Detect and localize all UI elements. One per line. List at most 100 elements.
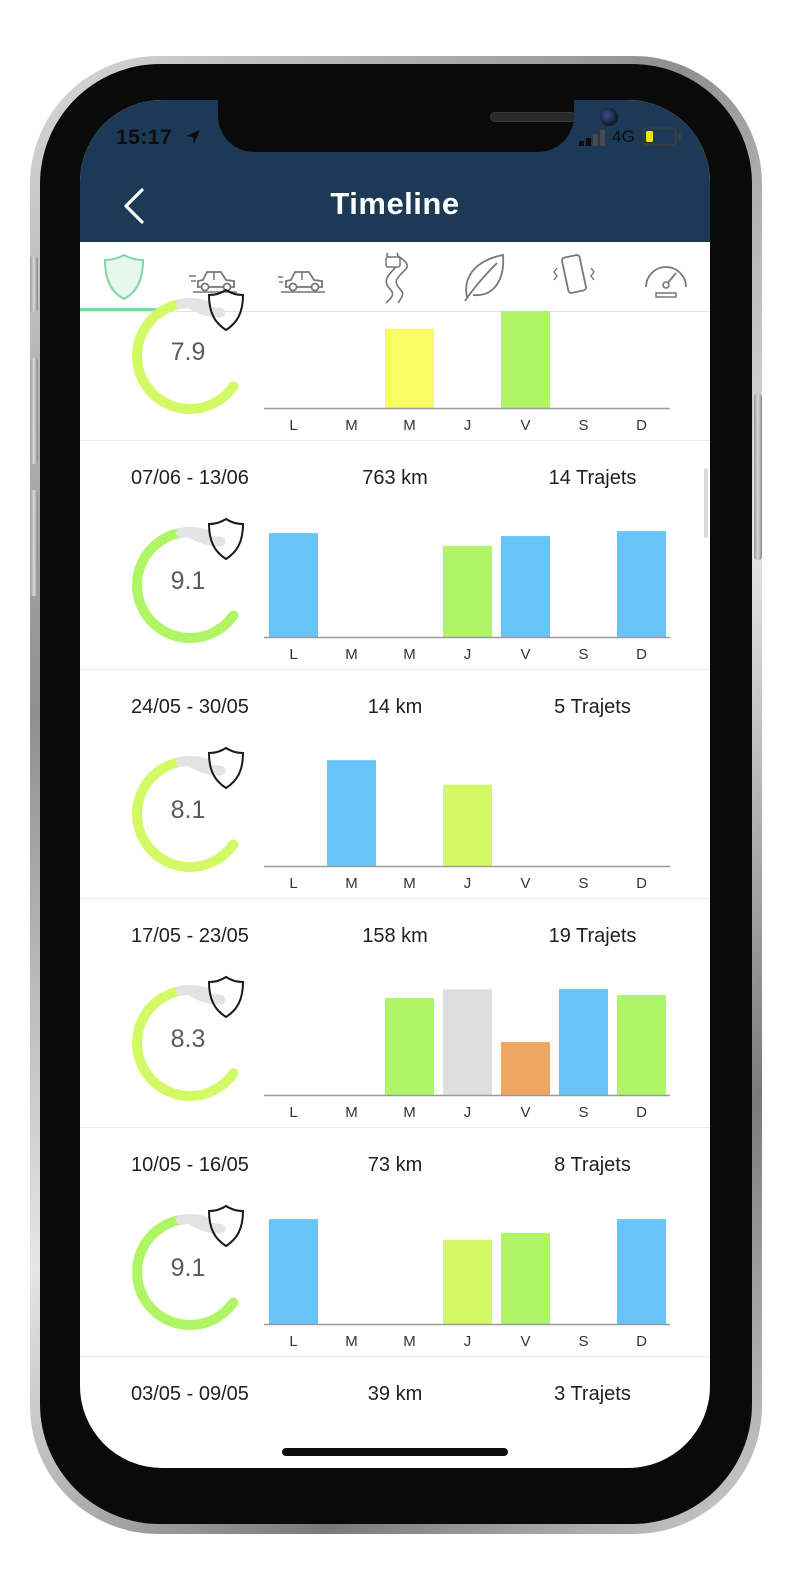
back-chevron-icon[interactable] xyxy=(120,186,150,226)
day-label: S xyxy=(578,1104,588,1121)
week-row[interactable]: 24/05 - 30/05 14 km 5 Trajets 8.1 L M M J V S D xyxy=(80,670,710,899)
scroll-indicator xyxy=(704,468,708,538)
day-bar[interactable] xyxy=(443,784,492,866)
day-bar[interactable] xyxy=(443,545,492,637)
day-label: M xyxy=(345,1333,358,1350)
week-row[interactable]: 03/05 - 09/05 39 km 3 Trajets xyxy=(80,1357,710,1468)
week-row[interactable]: 07/06 - 13/06 763 km 14 Trajets 9.1 L M M J V S D xyxy=(80,441,710,670)
volume-up-button xyxy=(30,358,38,464)
tab-distraction[interactable] xyxy=(530,242,618,312)
week-distance: 39 km xyxy=(367,1383,423,1405)
gauge-progress xyxy=(132,298,239,414)
leaf-icon xyxy=(464,253,505,302)
day-bar[interactable] xyxy=(501,1042,550,1095)
week-trip-count: 14 Trajets xyxy=(548,467,637,489)
week-trip-count: 3 Trajets xyxy=(554,1383,631,1405)
week-score: 8.3 xyxy=(170,1025,206,1053)
day-label: J xyxy=(464,646,472,663)
week-date-range: 03/05 - 09/05 xyxy=(131,1383,249,1405)
score-gauge xyxy=(132,1214,239,1330)
day-label: S xyxy=(578,646,588,663)
power-button xyxy=(754,394,762,560)
day-bar[interactable] xyxy=(327,760,376,866)
gauge-progress xyxy=(132,527,239,643)
week-trip-count: 19 Trajets xyxy=(548,925,637,947)
week-date-range: 10/05 - 16/05 xyxy=(131,1154,249,1176)
week-row[interactable]: 7.9 L M M J V S D xyxy=(80,212,710,441)
volume-down-button xyxy=(30,490,38,596)
day-label: L xyxy=(289,417,297,434)
week-summary: 03/05 - 09/05 39 km 3 Trajets xyxy=(80,1383,710,1409)
shield-icon xyxy=(207,1204,245,1248)
week-date-range: 17/05 - 23/05 xyxy=(131,925,249,947)
week-date-range: 24/05 - 30/05 xyxy=(131,696,249,718)
week-row[interactable]: 10/05 - 16/05 73 km 8 Trajets 9.1 L M M J V S D xyxy=(80,1128,710,1357)
day-bar[interactable] xyxy=(385,997,434,1095)
home-indicator[interactable] xyxy=(282,1448,508,1456)
week-distance: 73 km xyxy=(367,1154,423,1176)
day-label: L xyxy=(289,646,297,663)
shield-icon xyxy=(207,746,245,790)
day-bar[interactable] xyxy=(269,1219,318,1324)
gauge-progress xyxy=(132,985,239,1101)
tab-eco[interactable] xyxy=(440,242,528,312)
week-score: 7.9 xyxy=(170,338,206,366)
week-summary: 07/06 - 13/06 763 km 14 Trajets xyxy=(80,467,710,493)
tab-acceleration[interactable] xyxy=(170,242,258,312)
day-label: D xyxy=(636,1104,647,1121)
active-tab-indicator xyxy=(80,308,168,311)
day-label: L xyxy=(289,1104,297,1121)
shield-icon xyxy=(103,253,145,301)
day-bar[interactable] xyxy=(501,536,550,637)
week-score: 8.1 xyxy=(170,796,206,824)
week-trip-count: 8 Trajets xyxy=(554,1154,631,1176)
screen-notch xyxy=(218,100,618,152)
day-bar[interactable] xyxy=(501,310,550,408)
day-label: J xyxy=(464,1333,472,1350)
day-label: L xyxy=(289,875,297,892)
day-bar[interactable] xyxy=(443,989,492,1095)
day-label: D xyxy=(636,417,647,434)
day-bar[interactable] xyxy=(443,1239,492,1324)
day-bar[interactable] xyxy=(617,531,666,637)
day-label: M xyxy=(345,646,358,663)
day-bar[interactable] xyxy=(501,1232,550,1324)
earpiece-speaker xyxy=(490,112,576,122)
day-label: M xyxy=(403,1333,416,1350)
score-gauge xyxy=(132,527,239,643)
day-bar[interactable] xyxy=(617,1219,666,1324)
week-trip-count: 5 Trajets xyxy=(554,696,631,718)
day-bar[interactable] xyxy=(385,328,434,408)
app-screen: 15:17 4G Timeline xyxy=(80,100,710,1468)
car-icon xyxy=(189,271,237,293)
shield-icon xyxy=(207,288,245,332)
tab-cornering[interactable] xyxy=(350,242,438,312)
signal-strength-icon xyxy=(579,130,605,146)
score-gauge xyxy=(132,298,239,414)
day-label: D xyxy=(636,1333,647,1350)
location-arrow-icon xyxy=(186,130,200,144)
day-label: V xyxy=(520,417,530,434)
day-bar[interactable] xyxy=(617,995,666,1095)
tab-safety[interactable] xyxy=(80,242,168,312)
speedometer-icon xyxy=(645,266,687,298)
week-row[interactable]: 17/05 - 23/05 158 km 19 Trajets 8.3 L M M J V S D xyxy=(80,899,710,1128)
day-label: V xyxy=(520,1333,530,1350)
day-bar[interactable] xyxy=(269,533,318,637)
week-summary: 10/05 - 16/05 73 km 8 Trajets xyxy=(80,1154,710,1180)
app-header: 15:17 4G Timeline xyxy=(80,100,710,242)
curvy-road-icon xyxy=(385,252,408,304)
tab-braking[interactable] xyxy=(260,242,348,312)
day-label: M xyxy=(345,1104,358,1121)
week-distance: 14 km xyxy=(367,696,423,718)
status-time: 15:17 xyxy=(116,126,173,149)
mute-switch xyxy=(30,256,38,312)
tab-speed[interactable] xyxy=(622,242,710,312)
day-bar[interactable] xyxy=(559,989,608,1095)
gauge-remaining xyxy=(175,985,212,998)
phone-vibrate-icon xyxy=(553,254,595,294)
week-summary xyxy=(80,238,710,264)
day-label: J xyxy=(464,1104,472,1121)
